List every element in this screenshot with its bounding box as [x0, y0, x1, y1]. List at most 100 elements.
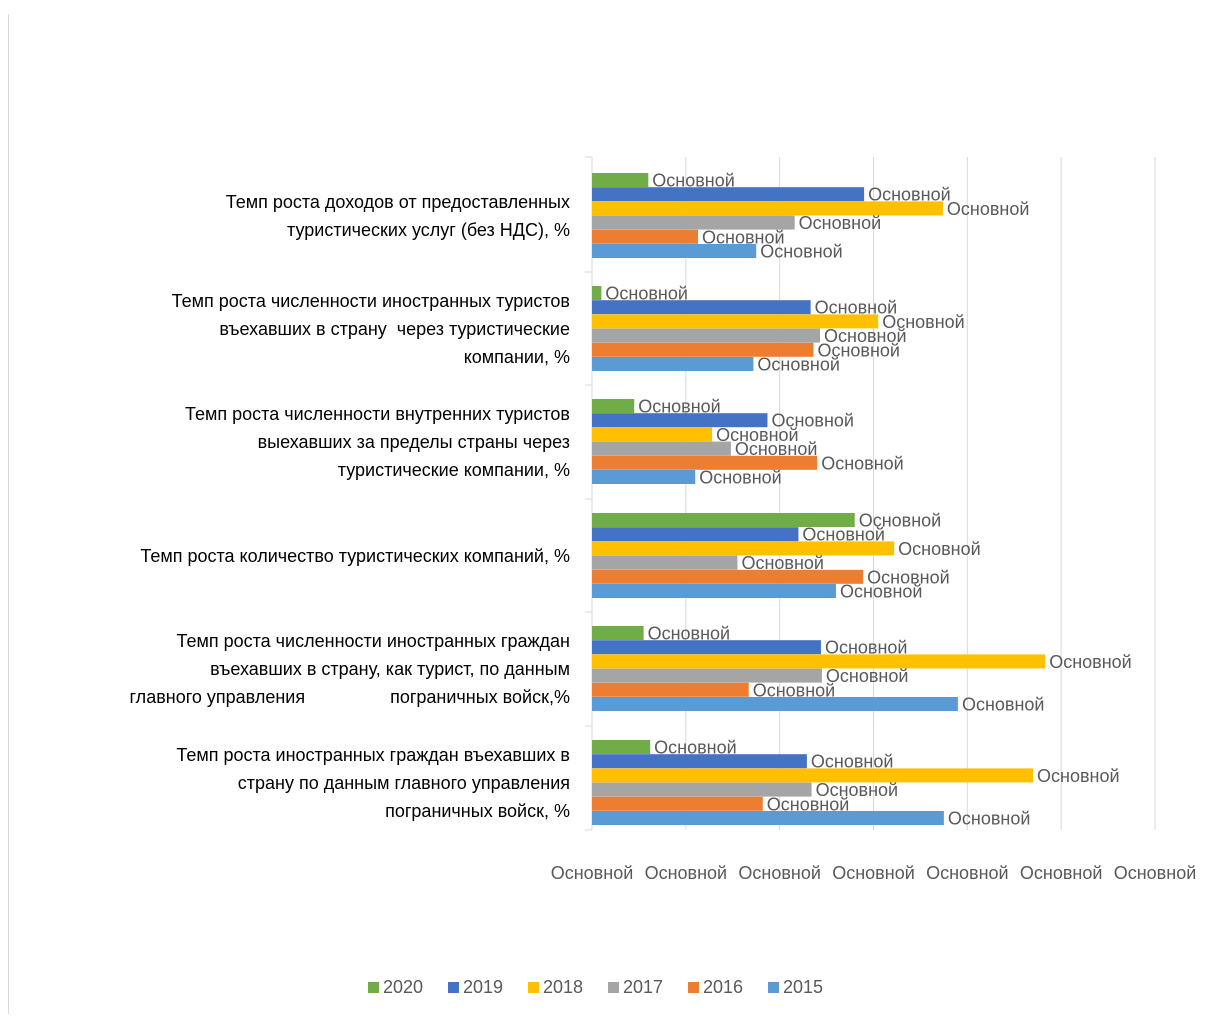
- category-label: выехавших за пределы страны через: [258, 432, 570, 452]
- bar-2019: [592, 640, 821, 655]
- bar-2020: [592, 513, 855, 527]
- bar-2020: [592, 740, 651, 754]
- legend-swatch-2017: [608, 982, 619, 993]
- data-label: Основной: [824, 326, 907, 346]
- category-label: Темп роста численности иностранных турис…: [172, 291, 570, 311]
- legend-label: 2018: [543, 977, 583, 997]
- x-tick-label: Основной: [551, 863, 634, 883]
- bar-2017: [592, 441, 731, 456]
- data-label: Основной: [699, 468, 782, 488]
- data-label: Основной: [815, 298, 898, 318]
- category-label: пограничных войск, %: [385, 801, 570, 821]
- data-label: Основной: [840, 582, 923, 602]
- x-tick-label: Основной: [1114, 863, 1197, 883]
- category-label: туристических услуг (без НДС), %: [287, 220, 570, 240]
- bar-2018: [592, 768, 1034, 783]
- bar-2019: [592, 300, 811, 315]
- data-label: Основной: [1037, 766, 1120, 786]
- bar-2016: [592, 455, 818, 470]
- legend-label: 2019: [463, 977, 503, 997]
- data-label: Основной: [605, 284, 688, 304]
- data-label: Основной: [867, 567, 950, 587]
- data-label: Основной: [948, 809, 1031, 829]
- bar-2015: [592, 584, 836, 598]
- data-label: Основной: [811, 752, 894, 772]
- category-label: Темп роста количество туристических комп…: [140, 546, 570, 566]
- data-label: Основной: [735, 439, 818, 459]
- category-label: Темп роста доходов от предоставленных: [226, 192, 570, 212]
- data-label: Основной: [962, 695, 1045, 715]
- category-label: компании, %: [464, 347, 570, 367]
- data-label: Основной: [638, 397, 721, 417]
- category-label: въехавших в страну через туристические: [219, 319, 570, 339]
- category-label: туристические компании, %: [338, 460, 570, 480]
- data-label: Основной: [702, 227, 785, 247]
- legend-swatch-2019: [448, 982, 459, 993]
- chart-frame-border: [8, 14, 9, 1014]
- x-tick-label: Основной: [926, 863, 1009, 883]
- bar-2016: [592, 682, 749, 697]
- bar-2018: [592, 201, 943, 216]
- data-label: Основной: [1049, 652, 1132, 672]
- bar-2020: [592, 399, 635, 413]
- bar-2015: [592, 470, 696, 484]
- bar-2017: [592, 782, 812, 797]
- bar-2019: [592, 187, 865, 202]
- data-label: Основной: [859, 511, 942, 531]
- bar-2017: [592, 555, 738, 570]
- data-label: Основной: [826, 666, 909, 686]
- x-tick-label: Основной: [1020, 863, 1103, 883]
- data-label: Основной: [882, 312, 965, 332]
- bar-2016: [592, 569, 864, 584]
- bar-2019: [592, 754, 807, 769]
- category-label: Темп роста численности внутренних турист…: [185, 404, 570, 424]
- category-label: страну по данным главного управления: [238, 773, 570, 793]
- legend-swatch-2016: [688, 982, 699, 993]
- bar-2015: [592, 811, 944, 825]
- data-label: Основной: [767, 794, 850, 814]
- data-label: Основной: [898, 539, 981, 559]
- category-label: въехавших в страну, как турист, по данны…: [210, 659, 570, 679]
- legend-swatch-2018: [528, 982, 539, 993]
- bar-2016: [592, 229, 699, 244]
- x-tick-label: Основной: [738, 863, 821, 883]
- data-label: Основной: [825, 638, 908, 658]
- bar-2019: [592, 527, 799, 542]
- category-label: Темп роста иностранных граждан въехавших…: [176, 745, 570, 765]
- data-label: Основной: [741, 553, 824, 573]
- x-tick-label: Основной: [832, 863, 915, 883]
- bar-2015: [592, 697, 958, 711]
- bar-2020: [592, 626, 644, 640]
- bar-2018: [592, 654, 1046, 669]
- data-label: Основной: [757, 355, 840, 375]
- bar-2015: [592, 244, 757, 258]
- bar-2020: [592, 286, 602, 300]
- bar-2017: [592, 215, 795, 230]
- bar-2015: [592, 357, 754, 371]
- bar-2018: [592, 541, 895, 556]
- bar-2017: [592, 328, 821, 343]
- data-label: Основной: [821, 453, 904, 473]
- data-label: Основной: [816, 780, 899, 800]
- data-label: Основной: [652, 171, 735, 191]
- data-label: Основной: [817, 340, 900, 360]
- bar-2020: [592, 173, 649, 187]
- data-label: Основной: [802, 525, 885, 545]
- x-tick-label: Основной: [645, 863, 728, 883]
- data-label: Основной: [868, 185, 951, 205]
- data-label: Основной: [716, 425, 799, 445]
- bar-2018: [592, 427, 713, 442]
- data-label: Основной: [771, 411, 854, 431]
- category-label: Темп роста численности иностранных гражд…: [176, 631, 570, 651]
- data-label: Основной: [799, 213, 882, 233]
- bar-2016: [592, 796, 763, 811]
- bar-2019: [592, 413, 768, 428]
- bar-2018: [592, 314, 879, 329]
- legend-swatch-2020: [368, 982, 379, 993]
- data-label: Основной: [654, 738, 737, 758]
- legend-swatch-2015: [768, 982, 779, 993]
- bar-2016: [592, 342, 814, 357]
- data-label: Основной: [947, 199, 1030, 219]
- legend-label: 2020: [383, 977, 423, 997]
